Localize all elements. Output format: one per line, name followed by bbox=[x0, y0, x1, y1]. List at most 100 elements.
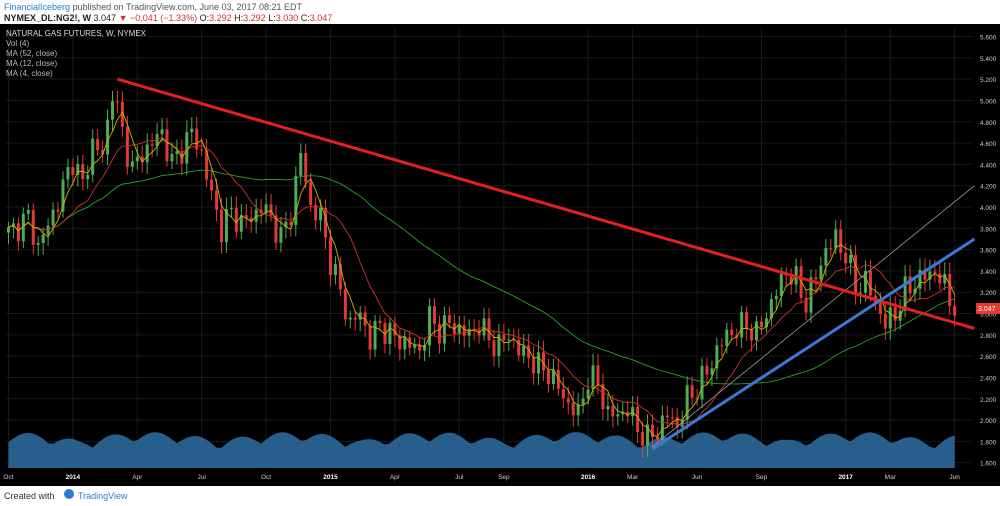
candle-body bbox=[655, 437, 659, 440]
candle-body bbox=[338, 264, 342, 290]
candle-body bbox=[596, 365, 600, 385]
ohlc-high-label: H: bbox=[234, 13, 244, 23]
last-price: 3.047 bbox=[93, 13, 117, 23]
candle-body bbox=[462, 325, 466, 336]
symbol-info: NYMEX_DL:NG2!, W 3.047 ▼ −0.041 (−1.33%)… bbox=[4, 13, 332, 23]
candle-body bbox=[403, 337, 407, 350]
candle-body bbox=[695, 397, 699, 400]
x-tick-label: 2015 bbox=[323, 474, 338, 481]
candle-body bbox=[368, 325, 372, 350]
candle-body bbox=[71, 167, 75, 175]
last-price-box bbox=[976, 303, 1000, 315]
candle-body bbox=[6, 227, 10, 233]
candle-body bbox=[710, 368, 714, 375]
candle-body bbox=[269, 204, 273, 216]
x-tick-label: 2017 bbox=[838, 474, 853, 481]
candle-body bbox=[636, 406, 640, 433]
candle-body bbox=[705, 365, 709, 375]
candle-body bbox=[888, 307, 892, 329]
ohlc-high: 3.292 bbox=[243, 13, 266, 23]
candle-body bbox=[819, 265, 823, 280]
y-tick-label: 4.400 bbox=[980, 162, 997, 169]
price-change: −0.041 (−1.33%) bbox=[130, 13, 198, 23]
candle-body bbox=[948, 273, 952, 306]
y-tick-label: 3.000 bbox=[980, 312, 997, 319]
y-tick-label: 4.000 bbox=[980, 205, 997, 212]
time-axis[interactable] bbox=[0, 468, 976, 486]
y-tick-label: 4.800 bbox=[980, 120, 997, 127]
candle-body bbox=[809, 277, 813, 313]
candle-body bbox=[309, 181, 313, 205]
volume-area bbox=[8, 432, 955, 468]
candle-body bbox=[86, 174, 90, 180]
price-axis[interactable] bbox=[976, 24, 1000, 486]
candle-body bbox=[730, 329, 734, 336]
x-axis-labels: Oct 2014 Apr Jul Oct 2015 Apr Jul Sep 2016 Mar Jun S… bbox=[3, 474, 960, 481]
y-tick-label: 2.800 bbox=[980, 333, 997, 340]
y-tick-label: 2.000 bbox=[980, 418, 997, 425]
resistance-trend-line bbox=[117, 77, 975, 330]
candle-body bbox=[903, 276, 907, 311]
candle-body bbox=[279, 227, 283, 243]
candle-body bbox=[333, 264, 337, 275]
candle-body bbox=[234, 207, 238, 232]
candle-body bbox=[537, 352, 541, 374]
candle-body bbox=[299, 152, 303, 176]
candle-body bbox=[160, 129, 164, 135]
candle-body bbox=[512, 339, 516, 341]
candle-body bbox=[383, 323, 387, 345]
x-tick-label: Sep bbox=[498, 474, 510, 481]
candle-body bbox=[428, 306, 432, 346]
candle-body bbox=[650, 424, 654, 438]
candle-body bbox=[745, 312, 749, 330]
x-tick-label: Sep bbox=[756, 474, 768, 481]
y-tick-label: 4.200 bbox=[980, 184, 997, 191]
candle-body bbox=[868, 270, 872, 296]
candle-body bbox=[140, 156, 144, 163]
x-tick-label: Jul bbox=[198, 474, 207, 481]
candle-body bbox=[611, 405, 615, 417]
candle-body bbox=[76, 164, 80, 175]
last-price-label: 3.047 bbox=[978, 306, 996, 313]
candle-body bbox=[457, 325, 461, 334]
candle-body bbox=[631, 406, 635, 417]
candle-body bbox=[165, 129, 169, 162]
candle-body bbox=[804, 297, 808, 313]
candle-body bbox=[319, 207, 323, 221]
price-chart[interactable]: 5.600 5.400 5.200 5.000 4.800 4.600 4.400 4.200… bbox=[0, 24, 1000, 486]
candle-body bbox=[393, 322, 397, 336]
candle-body bbox=[259, 209, 263, 214]
candle-body bbox=[665, 415, 669, 418]
candle-body bbox=[289, 221, 293, 226]
candle-body bbox=[849, 255, 853, 264]
last-price-marker: 3.047 bbox=[976, 303, 1000, 315]
candle-body bbox=[789, 275, 793, 285]
candle-body bbox=[660, 415, 664, 440]
y-tick-label: 5.200 bbox=[980, 77, 997, 84]
ohlc-close: 3.047 bbox=[309, 13, 333, 23]
candle-body bbox=[551, 370, 555, 385]
candle-body bbox=[571, 402, 575, 416]
publisher-link[interactable]: FinancialIceberg bbox=[4, 2, 71, 12]
candle-body bbox=[908, 276, 912, 294]
tradingview-brand-link[interactable]: TradingView bbox=[78, 491, 128, 501]
indicator-ma4: MA (4, close) bbox=[6, 69, 53, 78]
tradingview-logo-icon bbox=[64, 489, 74, 499]
volume-area-path bbox=[8, 432, 955, 468]
candle-body bbox=[938, 273, 942, 284]
candle-body bbox=[26, 209, 30, 214]
candle-body bbox=[546, 370, 550, 385]
candle-body bbox=[46, 225, 50, 235]
candle-body bbox=[120, 101, 124, 127]
published-text: published on TradingView.com, June 03, 2… bbox=[72, 2, 303, 12]
y-tick-label: 2.600 bbox=[980, 354, 997, 361]
ohlc-low: 3.030 bbox=[275, 13, 299, 23]
candle-body bbox=[135, 156, 139, 162]
candle-body bbox=[175, 151, 179, 154]
candle-body bbox=[864, 270, 867, 293]
candle-body bbox=[893, 307, 897, 321]
candle-body bbox=[943, 273, 947, 284]
candle-body bbox=[21, 213, 25, 242]
candle-body bbox=[220, 209, 223, 243]
candle-body bbox=[725, 329, 729, 346]
